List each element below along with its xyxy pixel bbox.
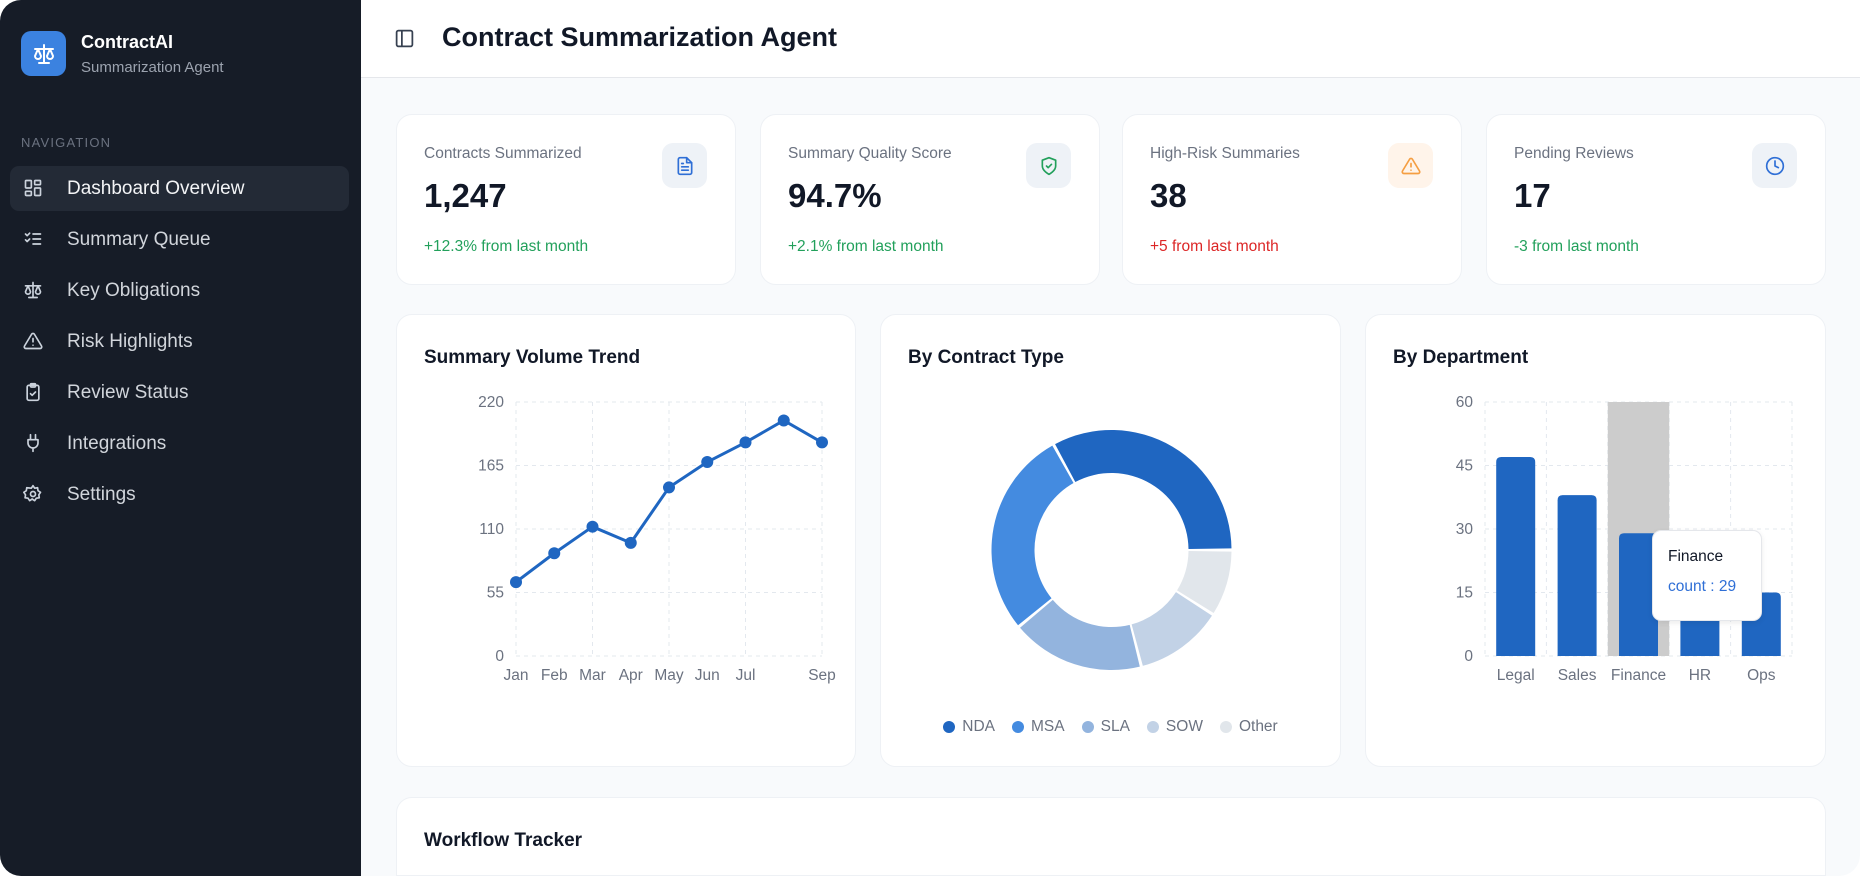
sidebar-item-summary-queue[interactable]: Summary Queue: [10, 217, 349, 262]
alert-triangle-icon: [23, 332, 43, 350]
legend-label: SOW: [1165, 718, 1203, 735]
sidebar-item-label: Risk Highlights: [67, 330, 193, 352]
legend-item: MSA: [1012, 718, 1065, 736]
stat-value: 38: [1150, 177, 1187, 214]
sidebar-item-key-obligations[interactable]: Key Obligations: [10, 268, 349, 313]
legend-label: NDA: [962, 718, 996, 735]
sidebar: ContractAI Summarization Agent NAVIGATIO…: [0, 0, 361, 876]
chart-title: Summary Volume Trend: [424, 347, 641, 368]
stat-value: 1,247: [424, 177, 507, 214]
legend-item: Other: [1219, 718, 1278, 736]
clock-icon: [1765, 156, 1784, 175]
sidebar-item-label: Dashboard Overview: [67, 177, 245, 199]
sidebar-item-integrations[interactable]: Integrations: [10, 421, 349, 466]
legend-swatch: [1219, 721, 1232, 733]
legend-swatch: [1012, 721, 1025, 733]
stat-delta: +12.3% from last month: [424, 238, 589, 255]
clipboard-check-icon: [26, 382, 40, 402]
stat-delta: -3 from last month: [1514, 238, 1639, 255]
file-text-icon: [677, 156, 692, 175]
stat-delta: +2.1% from last month: [788, 238, 944, 255]
brand-name: ContractAI: [81, 32, 174, 52]
sidebar-item-dashboard-overview[interactable]: Dashboard Overview: [10, 166, 349, 211]
scale-icon: [33, 43, 54, 64]
stat-label: High-Risk Summaries: [1150, 145, 1300, 162]
stat-value: 17: [1514, 177, 1551, 214]
volume-trend-card: Summary Volume Trend: [396, 314, 856, 767]
list-checks-icon: [24, 232, 42, 245]
sidebar-item-review-status[interactable]: Review Status: [10, 370, 349, 415]
stat-label: Summary Quality Score: [788, 145, 952, 162]
gear-icon: [23, 484, 42, 502]
nav-section-label: NAVIGATION: [21, 135, 112, 150]
stat-card: Summary Quality Score 94.7% +2.1% from l…: [760, 114, 1100, 285]
chart-title: By Contract Type: [908, 347, 1064, 368]
legend-item: SLA: [1081, 718, 1130, 736]
workflow-title: Workflow Tracker: [424, 830, 583, 851]
stat-icon-box: [1388, 143, 1433, 188]
legend-swatch: [943, 721, 956, 733]
stat-card: Pending Reviews 17 -3 from last month: [1486, 114, 1826, 285]
legend-item: SOW: [1146, 718, 1203, 736]
legend-swatch: [1146, 721, 1159, 733]
legend-label: SLA: [1100, 718, 1130, 735]
contract-type-card: By Contract Type: [880, 314, 1341, 767]
tooltip-value: count : 29: [1668, 578, 1737, 595]
sidebar-item-risk-highlights[interactable]: Risk Highlights: [10, 319, 349, 364]
stat-value: 94.7%: [788, 177, 882, 214]
legend-item: NDA: [943, 718, 995, 736]
sidebar-item-label: Settings: [67, 483, 136, 505]
stat-card: High-Risk Summaries 38 +5 from last mont…: [1122, 114, 1462, 285]
stat-icon-box: [1752, 143, 1797, 188]
bar-tooltip: Finance count : 29: [1652, 530, 1762, 621]
legend-label: MSA: [1031, 718, 1065, 735]
legend-swatch: [1081, 721, 1094, 733]
sidebar-item-label: Summary Queue: [67, 228, 211, 250]
legend-label: Other: [1238, 718, 1278, 735]
stat-label: Pending Reviews: [1514, 145, 1634, 162]
sidebar-item-label: Key Obligations: [67, 279, 201, 301]
brand-subtitle: Summarization Agent: [81, 59, 224, 76]
donut-legend: NDA MSA SLA SOW Other: [880, 718, 1341, 736]
layout-grid-icon: [24, 179, 42, 197]
plug-icon: [27, 433, 39, 453]
sidebar-item-label: Review Status: [67, 381, 189, 403]
stat-card: Contracts Summarized 1,247 +12.3% from l…: [396, 114, 736, 285]
alert-triangle-icon: [1400, 157, 1421, 174]
logo: [21, 31, 66, 76]
stat-icon-box: [1026, 143, 1071, 188]
header: Contract Summarization Agent: [361, 0, 1860, 78]
scale-icon: [24, 281, 42, 299]
sidebar-item-label: Integrations: [67, 432, 167, 454]
sidebar-toggle-icon[interactable]: [394, 28, 415, 49]
stat-label: Contracts Summarized: [424, 145, 582, 162]
workflow-tracker-card: Workflow Tracker: [396, 797, 1826, 876]
page-title: Contract Summarization Agent: [442, 22, 838, 52]
shield-check-icon: [1041, 156, 1056, 175]
stat-icon-box: [662, 143, 707, 188]
sidebar-item-settings[interactable]: Settings: [10, 472, 349, 517]
tooltip-label: Finance: [1668, 548, 1724, 565]
chart-title: By Department: [1393, 347, 1529, 368]
stat-delta: +5 from last month: [1150, 238, 1279, 255]
